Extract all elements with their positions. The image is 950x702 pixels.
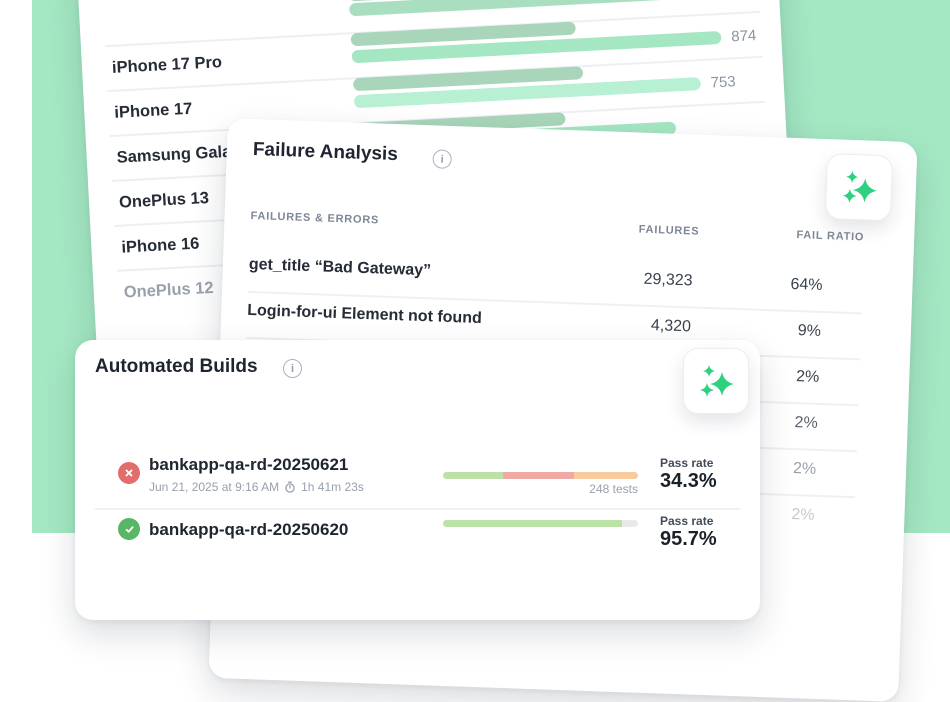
row-divider [95,508,740,510]
build-duration: 1h 41m 23s [301,480,364,494]
test-results-bar [443,472,638,479]
passed-status-icon [118,518,140,540]
builds-card-title: Automated Builds [95,356,258,377]
device-label: iPhone 16 [120,234,200,257]
info-icon[interactable]: i [283,359,302,378]
device-bar [348,0,720,17]
device-label: iPhone 17 [113,99,193,122]
pass-rate-label: Pass rate [660,514,714,528]
pass-rate-value: 34.3% [660,470,717,492]
column-header-failures-errors: FAILURES & ERRORS [250,209,380,227]
sparkles-icon [700,365,734,397]
failure-count: 29,323 [643,270,693,290]
failure-count: 4,320 [650,317,692,336]
column-header-fail-ratio: FAIL RATIO [796,229,865,244]
stopwatch-icon [285,481,295,493]
failure-ratio: 64% [790,275,823,294]
build-name: bankapp-qa-rd-20250621 [149,455,349,474]
device-label: OnePlus 12 [123,278,215,302]
pass-rate-value: 95.7% [660,528,717,550]
test-results-bar [443,520,638,527]
column-header-failures: FAILURES [638,223,700,238]
failure-ratio: 9% [797,322,822,340]
build-name: bankapp-qa-rd-20250620 [149,520,349,539]
failed-status-icon [118,462,140,484]
pass-rate-label: Pass rate [660,456,714,470]
sparkles-icon [842,170,877,203]
build-meta: Jun 21, 2025 at 9:16 AM 1h 41m 23s [149,480,364,494]
ai-sparkle-badge[interactable] [824,153,894,222]
device-value: 753 [710,73,737,92]
failure-label: Login-for-ui Element not found [246,301,483,328]
failure-label: get_title “Bad Gateway” [248,255,432,280]
ai-sparkle-badge[interactable] [683,348,749,414]
failure-analysis-card: Failure Analysis i FAILURES & ERRORS FAI… [208,118,918,702]
tests-count: 248 tests [589,482,638,496]
info-icon[interactable]: i [432,149,453,169]
automated-builds-card: Automated Builds i bankapp-qa-rd-2025062… [75,340,760,620]
failure-card-title: Failure Analysis [252,139,399,166]
device-label: OnePlus 13 [118,188,210,212]
device-label: iPhone 17 Pro [111,53,223,77]
build-datetime: Jun 21, 2025 at 9:16 AM [149,480,280,494]
device-value: 874 [730,27,757,46]
